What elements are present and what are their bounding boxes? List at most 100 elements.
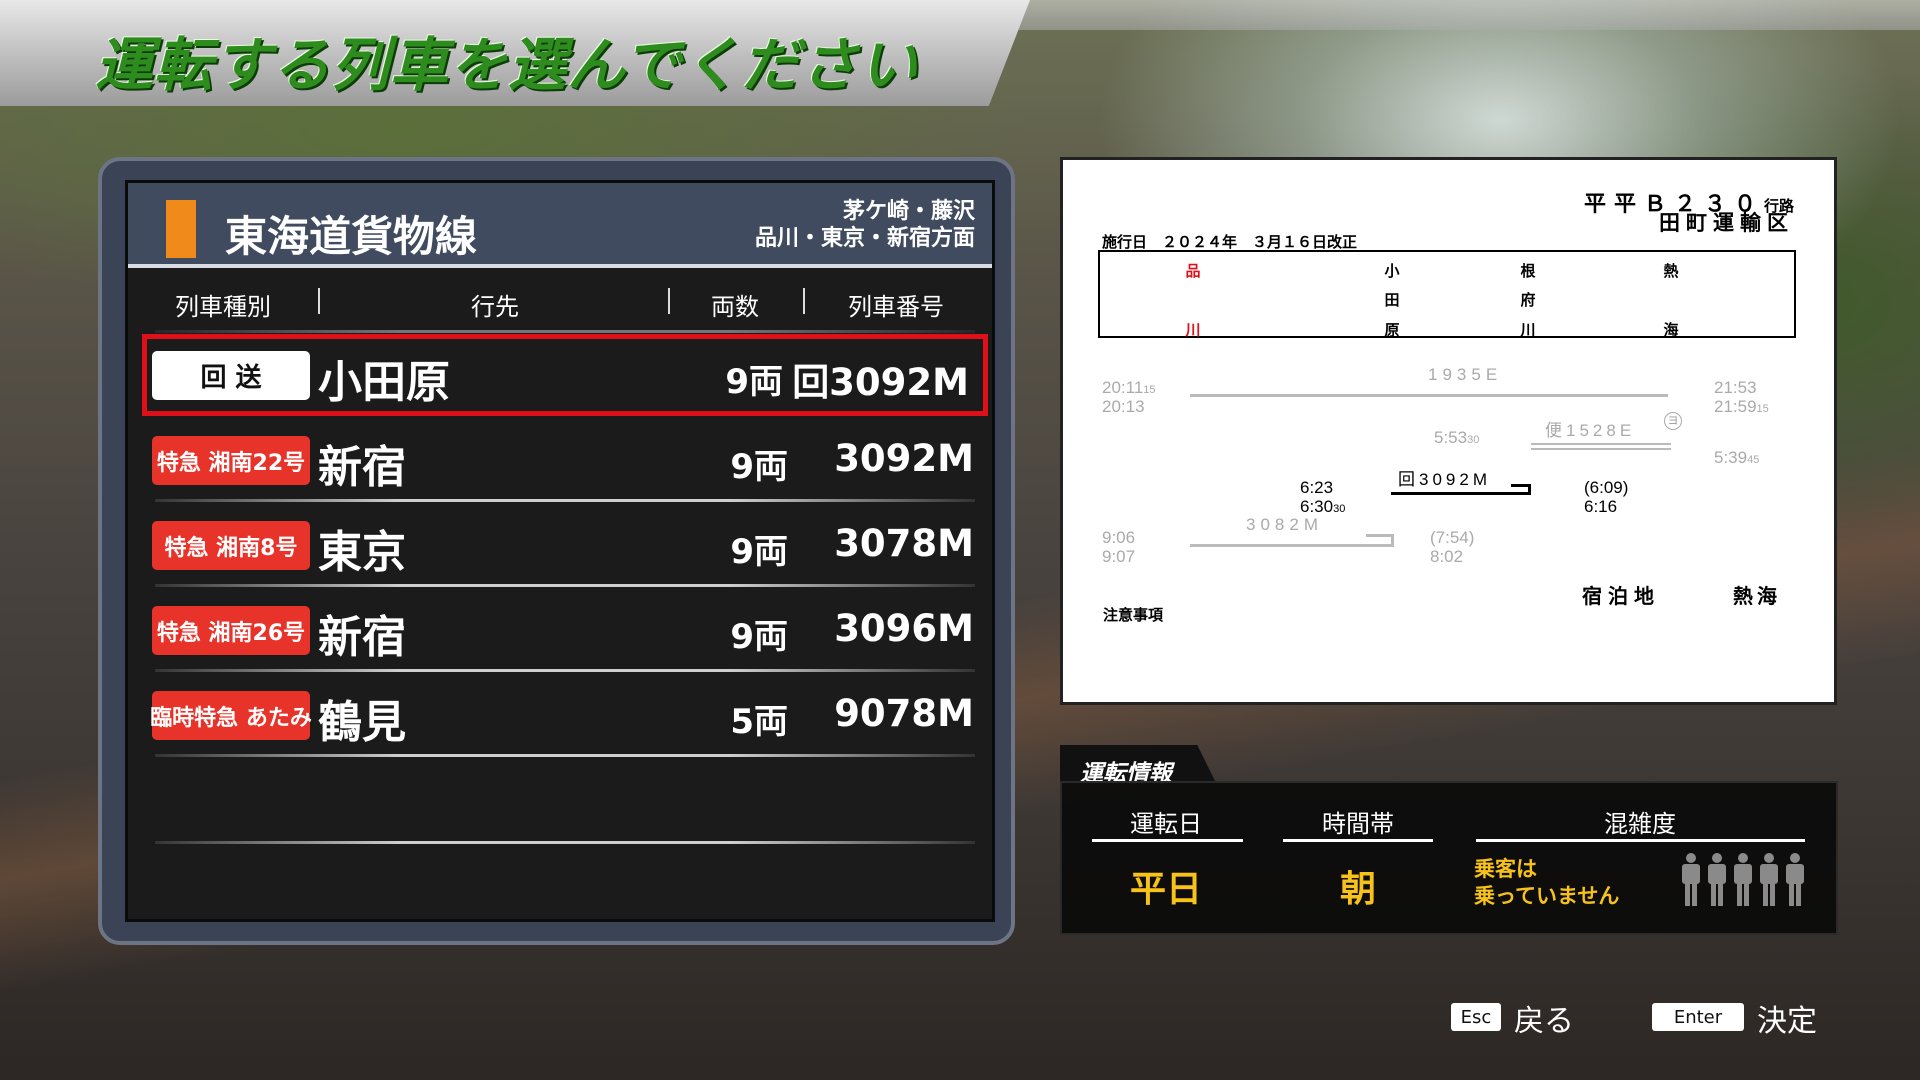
line-direction: 茅ケ崎・藤沢 品川・東京・新宿方面 xyxy=(715,198,975,252)
direction-line-1: 茅ケ崎・藤沢 xyxy=(842,199,975,224)
destination: 新宿 xyxy=(318,612,406,663)
direction-line-2: 品川・東京・新宿方面 xyxy=(754,226,975,251)
col-separator xyxy=(318,288,320,314)
station-char: 原 xyxy=(1384,321,1400,339)
t4-left1: 9:06 xyxy=(1102,528,1136,547)
t4-train: 3082M xyxy=(1246,515,1323,534)
notes-label: 注意事項 xyxy=(1103,607,1164,624)
route-id: 平平Ｂ２３０行路 xyxy=(1584,186,1794,218)
day-value: 平日 xyxy=(1129,869,1203,910)
train-number: 9078M xyxy=(834,692,974,735)
car-count: 9両 xyxy=(730,617,788,657)
underline xyxy=(1476,839,1805,842)
t3-left1: 6:23 xyxy=(1300,478,1334,497)
station-char: 川 xyxy=(1185,321,1201,339)
station-char: 海 xyxy=(1663,321,1679,339)
time-value: 朝 xyxy=(1339,869,1377,910)
train-row[interactable]: 特急 湘南8号 東京 9両 3078M xyxy=(142,504,988,586)
t1-dep1: 20:1115 xyxy=(1102,378,1156,397)
station-char: 熱 xyxy=(1663,262,1679,280)
depot-name: 田町運輸区 xyxy=(1659,212,1794,235)
line-color-bar xyxy=(166,200,196,258)
info-tab xyxy=(1060,745,1216,783)
t1-dep2: 20:13 xyxy=(1102,397,1145,416)
car-count: 5両 xyxy=(730,702,788,742)
crowd-text-1: 乗客は xyxy=(1474,857,1537,881)
t3-hook xyxy=(1511,484,1531,495)
t2-line xyxy=(1531,443,1671,450)
row-divider xyxy=(155,499,975,502)
line-header xyxy=(128,183,992,268)
train-type-badge: 特急 湘南26号 xyxy=(152,606,310,655)
col-separator xyxy=(803,288,805,314)
t2-time1: 5:5330 xyxy=(1434,428,1480,447)
t4-right2: 8:02 xyxy=(1430,547,1464,566)
underline xyxy=(1283,839,1433,842)
destination: 鶴見 xyxy=(318,697,406,748)
t1-arr2: 21:5915 xyxy=(1714,397,1769,416)
back-button[interactable]: 戻る xyxy=(1514,1004,1574,1039)
person-icon xyxy=(1786,853,1804,906)
t4-left2: 9:07 xyxy=(1102,547,1136,566)
col-header-cars: 両数 xyxy=(711,293,759,321)
train-number: 3092M xyxy=(834,437,974,480)
station-char: 府 xyxy=(1520,291,1536,309)
crowd-text: 乗客は 乗っていません xyxy=(1474,856,1619,910)
route-suffix: 行路 xyxy=(1763,198,1794,215)
destination: 新宿 xyxy=(318,442,406,493)
station-char: 田 xyxy=(1384,291,1400,309)
route-id-text: 平平Ｂ２３０ xyxy=(1583,191,1764,216)
day-label: 運転日 xyxy=(1130,810,1202,838)
confirm-button[interactable]: 決定 xyxy=(1757,1004,1817,1039)
t3-right2: 6:16 xyxy=(1584,497,1618,516)
col-header-destination: 行先 xyxy=(471,293,519,321)
train-type-badge: 回 送 xyxy=(152,351,310,400)
train-number: 回3092M xyxy=(792,361,969,404)
route-timetable-sheet: 平平Ｂ２３０行路 田町運輸区 施行日 ２０２４年 ３月１６日改正 品川 小田原 根府… xyxy=(1060,157,1837,705)
stay-value: 熱海 xyxy=(1733,586,1781,608)
t3-right1: (6:09) xyxy=(1584,478,1629,497)
station-box xyxy=(1098,250,1796,338)
esc-key-icon[interactable]: Esc xyxy=(1451,1003,1501,1031)
col-separator xyxy=(668,288,670,314)
t3-line xyxy=(1391,492,1531,495)
underline xyxy=(1092,839,1243,842)
row-divider xyxy=(155,330,975,333)
t2-mark: ヨ xyxy=(1664,412,1682,430)
car-count: 9両 xyxy=(730,532,788,572)
t2-time2: 5:3945 xyxy=(1714,448,1760,467)
person-icon xyxy=(1708,853,1726,906)
row-divider xyxy=(155,669,975,672)
title-banner xyxy=(0,0,1030,106)
train-type-badge: 特急 湘南8号 xyxy=(152,521,310,570)
row-divider xyxy=(155,584,975,587)
train-row[interactable]: 特急 湘南26号 新宿 9両 3096M xyxy=(142,589,988,671)
t4-right1: (7:54) xyxy=(1430,528,1475,547)
train-number: 3078M xyxy=(834,522,974,565)
car-count: 9両 xyxy=(725,362,783,402)
train-type-badge: 特急 湘南22号 xyxy=(152,436,310,485)
train-row[interactable]: 特急 湘南22号 新宿 9両 3092M xyxy=(142,419,988,501)
t3-train: 回3092M xyxy=(1398,470,1491,489)
t1-train: 1935E xyxy=(1428,365,1503,384)
effective-date: 施行日 ２０２４年 ３月１６日改正 xyxy=(1102,234,1358,251)
row-divider xyxy=(155,754,975,757)
person-icon xyxy=(1734,853,1752,906)
crowd-meter xyxy=(1680,853,1806,907)
person-icon xyxy=(1760,853,1778,906)
train-row[interactable]: 回 送 小田原 9両 回3092M xyxy=(142,334,988,416)
info-box xyxy=(1060,781,1838,935)
train-row[interactable]: 臨時特急 あたみ 鶴見 5両 9078M xyxy=(142,674,988,756)
row-divider xyxy=(155,841,975,844)
time-label: 時間帯 xyxy=(1322,810,1394,838)
t2-train: 便1528E xyxy=(1545,421,1636,440)
page-title: 運転する列車を選んでください xyxy=(95,31,919,99)
enter-key-icon[interactable]: Enter xyxy=(1652,1003,1744,1031)
person-icon xyxy=(1682,853,1700,906)
t1-line xyxy=(1190,394,1668,397)
t1-arr1: 21:53 xyxy=(1714,378,1757,397)
t4-line xyxy=(1190,544,1394,547)
col-header-type: 列車種別 xyxy=(175,293,271,321)
line-name: 東海道貨物線 xyxy=(225,212,478,261)
t3-left2: 6:3030 xyxy=(1300,497,1346,516)
